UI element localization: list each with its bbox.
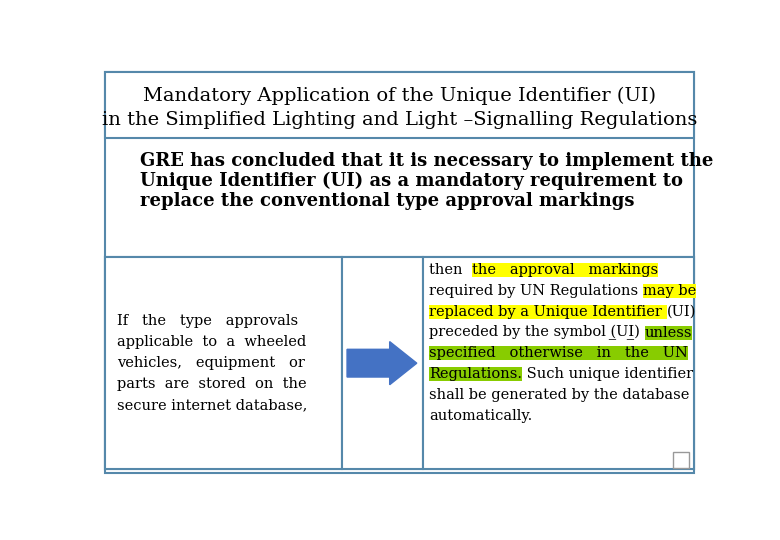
Bar [105, 257, 342, 469]
Text: specified   otherwise   in   the   UN: specified otherwise in the UN [429, 346, 688, 360]
Text: in the Simplified Lighting and Light –Signalling Regulations: in the Simplified Lighting and Light –Si… [102, 111, 697, 129]
Bar [342, 257, 423, 469]
FancyArrow shape [347, 342, 417, 384]
Text: If   the   type   approvals
applicable  to  a  wheeled
vehicles,   equipment   o: If the type approvals applicable to a wh… [117, 314, 307, 413]
Bar [105, 72, 694, 138]
Text: shall be generated by the database: shall be generated by the database [429, 388, 690, 402]
Bar [105, 257, 694, 469]
Text: Regulations.: Regulations. [429, 367, 522, 381]
Text: may be: may be [643, 284, 697, 298]
Text: GRE has concluded that it is necessary to implement the: GRE has concluded that it is necessary t… [140, 152, 714, 170]
Text: (UI): (UI) [667, 305, 696, 319]
Text: replace the conventional type approval markings: replace the conventional type approval m… [140, 192, 635, 210]
Text: unless: unless [645, 326, 692, 340]
Text: automatically.: automatically. [429, 409, 533, 423]
Text: then: then [429, 263, 472, 277]
Text: Such unique identifier: Such unique identifier [522, 367, 693, 381]
Text: the   approval   markings: the approval markings [472, 263, 658, 277]
Text: required by UN Regulations: required by UN Regulations [429, 284, 643, 298]
Bar [423, 257, 694, 469]
Text: preceded by the symbol (̲UI̲): preceded by the symbol (̲UI̲) [429, 325, 645, 341]
Text: replaced by a Unique Identifier: replaced by a Unique Identifier [429, 305, 667, 319]
Text: Mandatory Application of the Unique Identifier (UI): Mandatory Application of the Unique Iden… [144, 86, 656, 105]
Bar [673, 452, 689, 468]
Text: Unique Identifier (UI) as a mandatory requirement to: Unique Identifier (UI) as a mandatory re… [140, 172, 683, 190]
